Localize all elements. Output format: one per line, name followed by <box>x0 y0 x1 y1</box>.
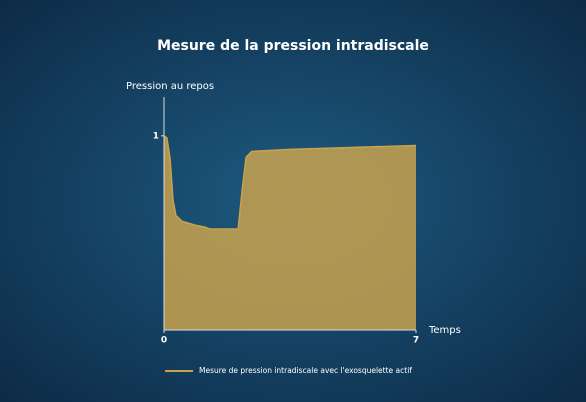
chart-title: Mesure de la pression intradiscale <box>157 38 429 54</box>
y-axis-label: Pression au repos <box>126 81 214 92</box>
x-axis-label: Temps <box>428 325 461 336</box>
area <box>164 135 416 330</box>
area-line <box>163 135 417 230</box>
x-tick-label: 0 <box>161 336 167 346</box>
y-tick-label: 1 <box>153 131 159 141</box>
legend-label: Mesure de pression intradiscale avec l'e… <box>199 366 412 375</box>
x-tick-label: 7 <box>413 336 419 346</box>
